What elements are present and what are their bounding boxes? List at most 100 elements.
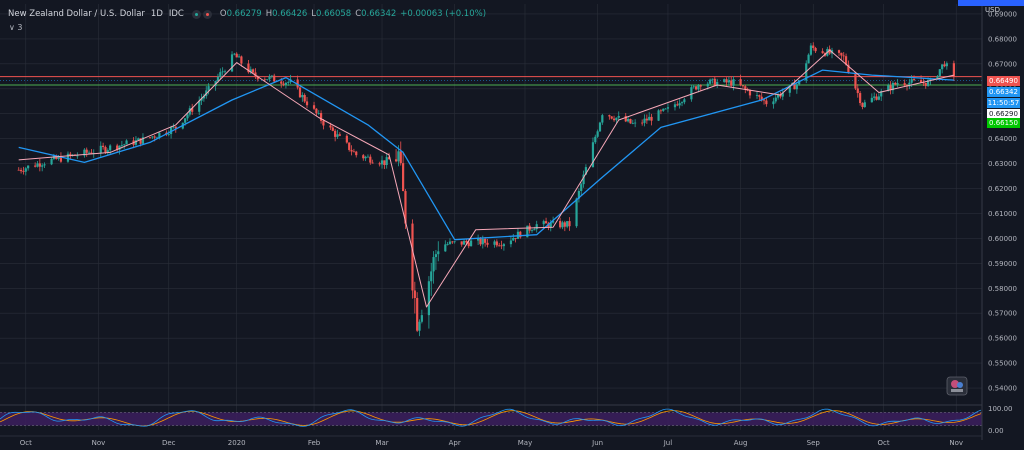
candle-body: [252, 69, 255, 73]
candle-body: [870, 97, 873, 103]
candle-body: [648, 116, 651, 121]
candle-body: [713, 78, 716, 86]
candle-series: [17, 42, 955, 337]
symbol-name[interactable]: New Zealand Dollar / U.S. Dollar: [8, 9, 145, 19]
candle-body: [627, 119, 630, 122]
candle-body: [66, 153, 70, 162]
candle-body: [938, 69, 941, 77]
open-label: O: [219, 9, 227, 19]
candle-body: [434, 254, 438, 258]
time-tick-label: May: [518, 439, 532, 447]
time-tick-label: Jul: [663, 439, 673, 447]
candle-body: [362, 155, 365, 159]
candle-body: [664, 108, 667, 110]
candle-body: [69, 153, 72, 156]
time-tick-label: Jun: [591, 439, 603, 447]
candle-body: [926, 80, 930, 86]
candle-body: [207, 86, 210, 91]
interval-label[interactable]: 1D: [150, 9, 163, 19]
candle-body: [240, 56, 243, 64]
candle-body: [643, 118, 646, 123]
candle-body: [216, 76, 220, 81]
red-line-price-tag: 0.66490: [987, 76, 1020, 86]
candle-body: [27, 165, 30, 169]
candle-body: [744, 86, 747, 90]
candle-body: [432, 257, 435, 272]
oscillator-d-line: [0, 410, 982, 427]
candle-body: [254, 72, 257, 77]
candle-body: [50, 158, 53, 165]
candle-body: [256, 76, 259, 80]
candle-body: [594, 136, 597, 143]
candle-body: [345, 135, 348, 143]
candle-body: [486, 242, 489, 245]
candle-body: [223, 71, 227, 73]
candle-body: [116, 145, 119, 150]
candle-body: [624, 115, 627, 122]
time-tick-label: Nov: [92, 439, 106, 447]
candle-body: [118, 145, 121, 150]
candle-body: [716, 81, 719, 86]
candle-body: [273, 75, 276, 82]
candle-body: [355, 151, 358, 156]
candle-body: [444, 244, 447, 252]
time-axis: Oct Nov Dec 2020 Feb Mar Apr May Jun Jul Aug Sep Oct…: [0, 435, 982, 447]
candle-body: [123, 144, 126, 146]
candle-body: [237, 56, 241, 58]
candle-body: [741, 85, 745, 87]
price-tick-label: 0.62000: [988, 185, 1017, 193]
candle-body: [85, 149, 88, 153]
candle-body: [322, 120, 325, 126]
buy-dot-icon[interactable]: [191, 9, 201, 19]
candle-body: [500, 245, 503, 247]
candle-body: [563, 222, 566, 227]
candle-body: [383, 160, 386, 166]
oscillator-tick-label: 100.00: [988, 405, 1013, 413]
candle-body: [329, 125, 332, 128]
candle-body: [202, 96, 205, 99]
time-tick-label: Sep: [807, 439, 821, 447]
candle-body: [645, 118, 648, 121]
candle-body: [416, 297, 419, 331]
candle-body: [919, 80, 923, 83]
candle-body: [859, 93, 862, 104]
candle-body: [887, 85, 890, 92]
indicator-toggle-button[interactable]: ∨ 3: [9, 23, 23, 32]
candle-body: [134, 140, 138, 145]
price-tick-label: 0.63000: [988, 160, 1017, 168]
high-value: 0.66426: [272, 9, 308, 19]
candle-body: [821, 51, 824, 54]
candle-body: [943, 64, 946, 67]
price-tick-label: 0.69000: [988, 10, 1017, 18]
candle-body: [446, 243, 449, 245]
candle-body: [641, 122, 644, 124]
candle-body: [427, 281, 430, 316]
candle-body: [809, 45, 813, 55]
candle-body: [158, 132, 161, 138]
candle-body: [350, 149, 353, 152]
exchange-label: IDC: [168, 9, 184, 19]
sell-dot-icon[interactable]: [202, 9, 212, 19]
candle-body: [502, 244, 505, 247]
candle-body: [380, 160, 384, 165]
candle-body: [366, 156, 370, 158]
last-price-tag: 0.66342: [987, 87, 1020, 97]
candle-body: [319, 113, 323, 121]
candle-body: [676, 104, 679, 106]
time-tick-label: 2020: [228, 439, 246, 447]
candle-body: [462, 240, 466, 245]
candle-body: [22, 171, 25, 172]
candle-body: [530, 230, 534, 232]
candle-body: [945, 63, 948, 67]
candle-body: [151, 136, 154, 138]
candle-body: [891, 82, 895, 91]
close-value: 0.66342: [361, 9, 397, 19]
oscillator-pane: [0, 408, 982, 427]
candle-body: [484, 238, 487, 243]
candle-body: [169, 127, 173, 135]
price-tick-label: 0.55000: [988, 360, 1017, 368]
candle-body: [844, 56, 848, 65]
candle-body: [270, 75, 273, 77]
price-tick-label: 0.54000: [988, 385, 1017, 393]
